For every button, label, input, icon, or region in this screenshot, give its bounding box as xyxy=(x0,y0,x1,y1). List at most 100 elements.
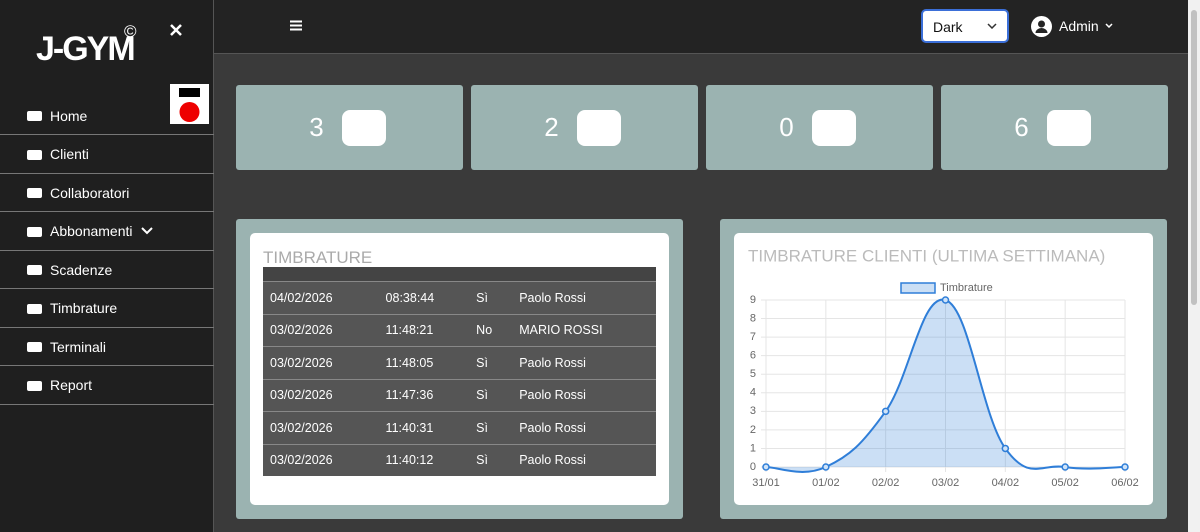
nav-label: Terminali xyxy=(50,338,107,355)
stat-card[interactable]: 6 xyxy=(941,85,1168,170)
stat-card[interactable]: 2 xyxy=(471,85,698,170)
nav-icon xyxy=(27,265,42,275)
nav-label: Collaboratori xyxy=(50,184,130,201)
menu-toggle[interactable] xyxy=(290,20,302,31)
icon-shape xyxy=(27,149,42,160)
table-cell: 03/02/2026 xyxy=(263,313,379,347)
nav-item[interactable]: Terminali xyxy=(0,328,214,366)
icon-shape xyxy=(27,265,42,275)
table-cell: Sì xyxy=(469,346,513,379)
nav-icon xyxy=(27,111,42,121)
user-chevron xyxy=(1105,23,1113,28)
y-tick-label: 4 xyxy=(750,387,756,399)
nav-item[interactable]: Scadenze xyxy=(0,251,214,289)
y-tick-label: 9 xyxy=(750,294,756,306)
nav-label: Report xyxy=(50,377,93,393)
icon-shape xyxy=(27,380,42,391)
y-tick-label: 8 xyxy=(750,312,756,324)
chart: TIMBRATURE CLIENTI (ULTIMA SETTIMANA) 0 1… xyxy=(748,246,1139,489)
table-cell: Sì xyxy=(469,411,513,444)
y-tick-label: 3 xyxy=(750,405,756,417)
stat-card[interactable]: 0 xyxy=(706,85,933,170)
theme-value: Dark xyxy=(933,19,963,35)
y-tick-label: 5 xyxy=(750,368,756,380)
topbar: Dark Admin xyxy=(214,0,1188,54)
user-menu[interactable]: Admin xyxy=(1059,18,1099,34)
nav-label: Abbonamenti xyxy=(50,223,133,239)
point xyxy=(762,463,770,471)
table-cell: Sì xyxy=(469,378,513,412)
chart-panel: TIMBRATURE CLIENTI (ULTIMA SETTIMANA) 0 1… xyxy=(720,219,1167,519)
stat-value: 2 xyxy=(544,112,559,142)
nav-icon xyxy=(27,342,42,352)
close-button[interactable] xyxy=(169,23,183,37)
table-panel: TIMBRATURE 04/02/2026 08:38:44 Sì Paolo Ros… xyxy=(236,219,683,519)
table-cell: 03/02/2026 xyxy=(263,346,379,379)
icon-shape xyxy=(27,303,42,314)
logo: J-GYM xyxy=(36,30,136,68)
legend-label: Timbrature xyxy=(940,282,993,294)
icon-shape xyxy=(27,188,42,198)
table-cell: Sì xyxy=(469,443,513,476)
table-cell: 03/02/2026 xyxy=(263,411,379,444)
table-row: 04/02/2026 08:38:44 Sì Paolo Rossi xyxy=(263,281,656,314)
y-tick-label: 7 xyxy=(750,331,756,343)
chart-card: TIMBRATURE CLIENTI (ULTIMA SETTIMANA) 0 1… xyxy=(734,233,1153,505)
nav-item[interactable]: Collaboratori xyxy=(0,174,214,212)
stat-card[interactable]: 3 xyxy=(236,85,463,170)
nav-item[interactable]: Clienti xyxy=(0,136,214,174)
area xyxy=(766,299,1125,472)
theme-select[interactable]: Dark xyxy=(921,9,1009,43)
icon-shape xyxy=(27,226,42,237)
table-row: 03/02/2026 11:47:36 Sì Paolo Rossi xyxy=(263,378,656,412)
y-tick-label: 0 xyxy=(750,461,756,473)
x-tick-label: 02/02 xyxy=(872,477,900,489)
sidebar: J-GYM © Home Clienti Collaboratori Abboname… xyxy=(0,0,214,532)
x-tick-label: 04/02 xyxy=(992,477,1020,489)
table-cell: 11:40:12 xyxy=(378,443,470,476)
nav-item[interactable]: Timbrature xyxy=(0,290,214,328)
stat-value: 0 xyxy=(779,112,794,142)
x-tick-label: 03/02 xyxy=(932,477,960,489)
chevron xyxy=(140,227,153,235)
table-cell: Sì xyxy=(469,281,513,314)
user-icon xyxy=(1031,16,1052,37)
nav-item[interactable]: Abbonamenti xyxy=(0,213,214,251)
status-widget xyxy=(170,84,209,124)
icon-shape xyxy=(341,109,386,146)
point xyxy=(1121,463,1129,471)
nav-item[interactable]: Home xyxy=(0,97,214,135)
table-row: 03/02/2026 11:40:12 Sì Paolo Rossi xyxy=(263,443,656,476)
table-cell: 11:48:05 xyxy=(378,346,470,379)
nav-chevron xyxy=(140,227,153,235)
icon-shape xyxy=(576,109,621,146)
nav-icon xyxy=(27,188,42,198)
logo-mark: © xyxy=(124,22,137,41)
table-title: TIMBRATURE xyxy=(263,248,373,267)
x-tick-label: 31/01 xyxy=(752,477,780,489)
chart-title: TIMBRATURE CLIENTI (ULTIMA SETTIMANA) xyxy=(748,246,1105,265)
nav-item[interactable]: Report xyxy=(0,367,214,405)
legend-swatch xyxy=(900,282,936,294)
table-cell: 03/02/2026 xyxy=(263,378,379,412)
timbrature-table: 04/02/2026 08:38:44 Sì Paolo Rossi 03/02/202… xyxy=(263,267,656,476)
point xyxy=(1001,444,1010,453)
table-row: 03/02/2026 11:48:05 Sì Paolo Rossi xyxy=(263,346,656,379)
stat-icon xyxy=(576,109,621,146)
x-tick-label: 05/02 xyxy=(1051,477,1079,489)
icon-shape xyxy=(811,109,856,146)
table-cell: MARIO ROSSI xyxy=(512,313,656,347)
table-cell: Paolo Rossi xyxy=(512,443,656,476)
table-cell: Paolo Rossi xyxy=(512,378,656,412)
y-tick-label: 1 xyxy=(750,442,756,454)
stat-icon xyxy=(341,109,386,146)
table-cell: 11:47:36 xyxy=(378,378,470,412)
scroll-thumb[interactable] xyxy=(1191,10,1197,305)
icon-shape xyxy=(1046,109,1091,146)
nav-label: Scadenze xyxy=(50,261,113,278)
icon-shape xyxy=(27,342,42,352)
scrollbar[interactable] xyxy=(1188,0,1200,532)
table-cell: Paolo Rossi xyxy=(512,281,656,314)
table-header xyxy=(263,267,656,282)
nav-label: Timbrature xyxy=(50,300,118,316)
